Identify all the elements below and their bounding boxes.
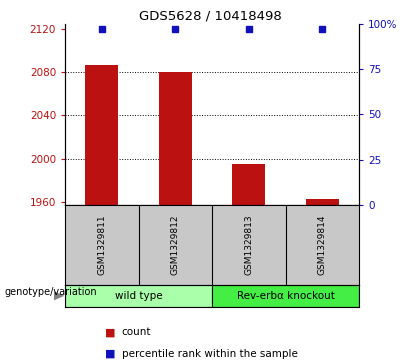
- Text: ■: ■: [105, 327, 116, 337]
- Text: genotype/variation: genotype/variation: [4, 287, 97, 297]
- Bar: [159, 72, 192, 205]
- Polygon shape: [54, 291, 64, 301]
- Text: ■: ■: [105, 349, 116, 359]
- Text: percentile rank within the sample: percentile rank within the sample: [122, 349, 298, 359]
- Text: GSM1329813: GSM1329813: [244, 215, 253, 276]
- Bar: [85, 65, 118, 205]
- Text: wild type: wild type: [115, 291, 163, 301]
- Bar: [212, 285, 359, 307]
- Text: GSM1329811: GSM1329811: [97, 215, 106, 276]
- Bar: [306, 199, 339, 205]
- Text: GSM1329814: GSM1329814: [318, 215, 327, 275]
- Text: GSM1329812: GSM1329812: [171, 215, 180, 275]
- Bar: [232, 164, 265, 205]
- Text: count: count: [122, 327, 151, 337]
- Bar: [65, 285, 212, 307]
- Text: GDS5628 / 10418498: GDS5628 / 10418498: [139, 9, 281, 22]
- Text: Rev-erbα knockout: Rev-erbα knockout: [236, 291, 335, 301]
